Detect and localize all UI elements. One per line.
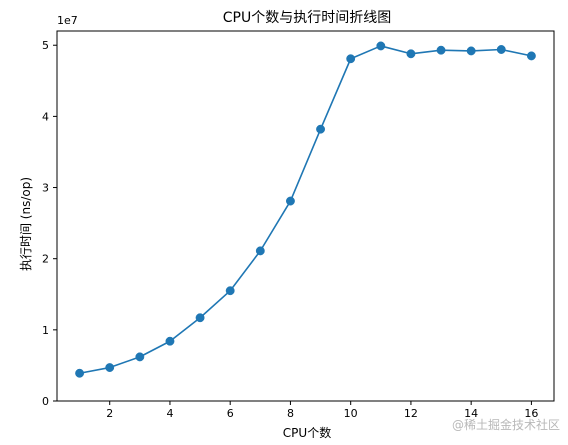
data-point <box>255 246 265 256</box>
data-point <box>75 368 85 378</box>
y-tick-label: 3 <box>42 182 49 195</box>
x-tick-label: 14 <box>464 407 478 420</box>
data-point <box>436 45 446 55</box>
chart-title: CPU个数与执行时间折线图 <box>223 10 391 26</box>
data-point <box>165 336 175 346</box>
x-tick-label: 12 <box>404 407 418 420</box>
y-tick-label: 2 <box>42 253 49 266</box>
data-point <box>105 363 115 373</box>
data-point <box>466 46 476 56</box>
data-point <box>225 286 235 296</box>
x-axis-label: CPU个数 <box>283 425 331 440</box>
x-tick-label: 8 <box>287 407 294 420</box>
y-tick-label: 0 <box>42 395 49 408</box>
y-offset-label: 1e7 <box>57 14 78 27</box>
x-tick-label: 4 <box>166 407 173 420</box>
x-tick-label: 10 <box>344 407 358 420</box>
y-tick-label: 4 <box>42 110 49 123</box>
data-point <box>285 196 295 206</box>
y-axis-label: 执行时间 (ns/op) <box>19 177 33 271</box>
x-tick-label: 2 <box>106 407 113 420</box>
y-tick-label: 5 <box>42 39 49 52</box>
plot-frame <box>56 30 555 402</box>
data-point <box>195 313 205 323</box>
data-point <box>406 49 416 59</box>
watermark-text: @稀土掘金技术社区 <box>452 417 560 432</box>
data-point <box>526 51 536 61</box>
data-point <box>376 41 386 51</box>
x-tick-label: 6 <box>227 407 234 420</box>
data-point <box>346 54 356 64</box>
data-point <box>316 124 326 134</box>
series-line <box>78 45 533 375</box>
x-tick-label: 16 <box>524 407 538 420</box>
data-point <box>496 45 506 54</box>
y-tick-label: 1 <box>42 324 49 337</box>
data-point <box>135 352 145 362</box>
